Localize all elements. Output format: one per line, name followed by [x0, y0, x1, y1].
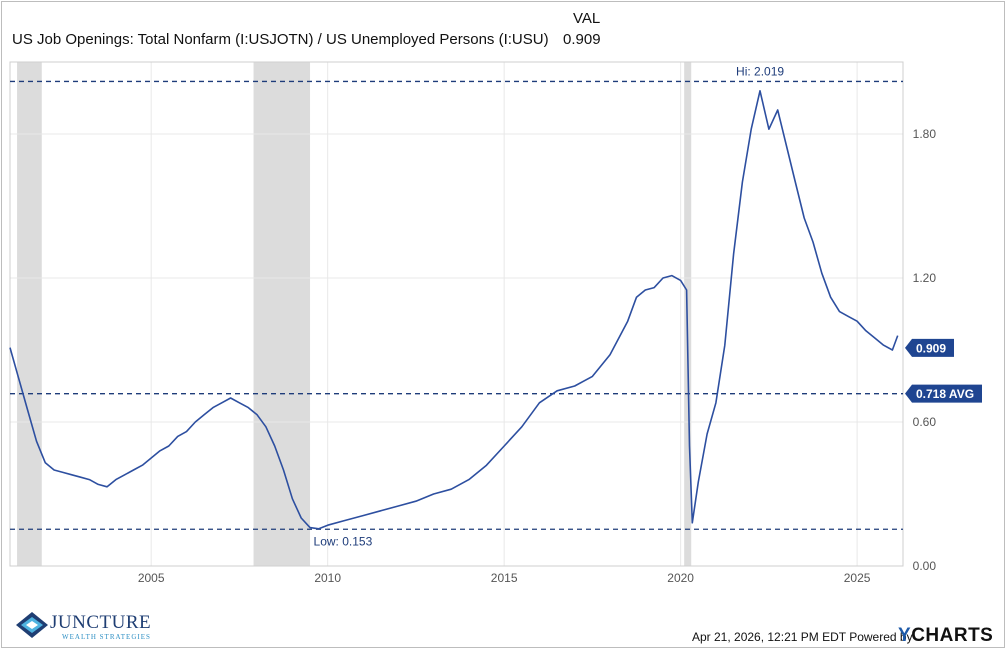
- diamond-logo-icon: [16, 612, 48, 638]
- y-tick-label: 0.60: [913, 415, 937, 429]
- series-line: [9, 90, 899, 530]
- x-tick-label: 2025: [844, 571, 871, 585]
- x-tick-label: 2020: [667, 571, 694, 585]
- x-tick-label: 2005: [138, 571, 165, 585]
- x-tick-label: 2010: [314, 571, 341, 585]
- y-tick-label: 1.80: [913, 127, 937, 141]
- y-tick-label: 1.20: [913, 271, 937, 285]
- value-badge-label: 0.718 AVG: [916, 387, 974, 401]
- recession-band: [17, 62, 42, 566]
- grid-lines: [10, 62, 903, 567]
- ycharts-brand: YCHARTS: [898, 625, 993, 647]
- y-tick-label: 0.00: [913, 559, 937, 573]
- value-badge: [905, 338, 954, 357]
- current-value: 0.909: [563, 31, 601, 48]
- y-axis-ticks: 0.00 0.60 1.20 1.80: [913, 127, 937, 573]
- x-tick-label: 2015: [491, 571, 518, 585]
- logo-subtitle: WEALTH STRATEGIES: [62, 633, 151, 641]
- recession-band: [253, 62, 311, 566]
- reference-lines: Hi: 2.019 Low: 0.153: [10, 64, 903, 548]
- value-badge-label: 0.909: [916, 341, 946, 355]
- value-badges: 0.909 0.718 AVG: [905, 338, 982, 403]
- chart-title: US Job Openings: Total Nonfarm (I:USJOTN…: [12, 31, 549, 48]
- x-axis-ticks: 2005 2010 2015 2020 2025: [138, 571, 871, 585]
- series-lines: [9, 90, 899, 530]
- high-label: Hi: 2.019: [736, 64, 784, 78]
- ycharts-brand-y: Y: [898, 625, 912, 646]
- logo-name: JUNCTURE: [50, 612, 152, 633]
- value-badge: [905, 384, 982, 403]
- low-label: Low: 0.153: [314, 534, 373, 548]
- value-column-label: VAL: [573, 10, 601, 27]
- ycharts-brand-text: CHARTS: [911, 625, 994, 646]
- plot-area-border: [9, 61, 904, 567]
- recession-shading: [17, 62, 692, 566]
- juncture-logo: [12, 610, 182, 640]
- footer-timestamp: Apr 21, 2026, 12:21 PM EDT Powered by: [692, 630, 913, 644]
